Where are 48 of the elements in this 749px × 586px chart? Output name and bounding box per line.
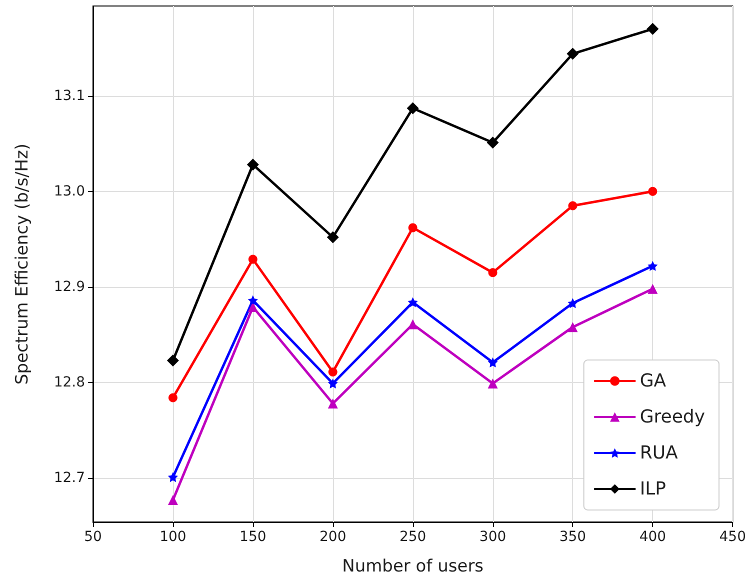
point (488, 378, 498, 388)
point (168, 472, 178, 482)
y-axis-title: Spectrum Efficiency (b/s/Hz) (12, 143, 32, 385)
y-tick-label: 12.7 (54, 470, 85, 486)
point (328, 398, 338, 409)
legend-label: Greedy (640, 406, 706, 428)
point (328, 367, 338, 376)
x-tick-label: 250 (399, 529, 426, 545)
point (568, 298, 578, 308)
point (648, 284, 658, 294)
point (248, 302, 258, 312)
x-tick-label: 150 (240, 529, 266, 545)
legend-label: RUA (640, 442, 678, 464)
point (408, 297, 418, 308)
point (246, 158, 259, 171)
y-tick-label: 13.1 (54, 88, 85, 104)
x-tick-label: 450 (719, 529, 746, 545)
x-tick-label: 50 (84, 529, 102, 545)
point (488, 268, 498, 278)
x-tick-label: 100 (160, 529, 186, 545)
y-tick-label: 12.9 (54, 278, 85, 295)
legend-label: GA (640, 370, 667, 392)
point (168, 495, 178, 506)
point (248, 295, 258, 306)
point (248, 254, 258, 264)
point (408, 319, 418, 330)
legend-label: ILP (640, 478, 666, 500)
point (328, 378, 338, 388)
point (488, 357, 498, 368)
x-tick-label: 350 (559, 529, 586, 545)
point (168, 393, 178, 402)
point (406, 102, 419, 114)
x-tick-label: 200 (319, 529, 346, 545)
x-tick-label: 400 (639, 529, 666, 545)
point (486, 136, 499, 149)
y-tick-label: 13.0 (54, 183, 85, 200)
x-axis-title: Number of users (342, 556, 484, 576)
point (166, 354, 179, 367)
point (566, 48, 579, 60)
point (568, 322, 578, 332)
y-tick-label: 12.8 (54, 374, 85, 390)
point (648, 186, 658, 196)
point (408, 223, 418, 232)
point (648, 260, 658, 271)
point (568, 201, 578, 210)
point (326, 231, 339, 244)
x-tick-label: 300 (479, 529, 506, 545)
point (646, 22, 659, 35)
